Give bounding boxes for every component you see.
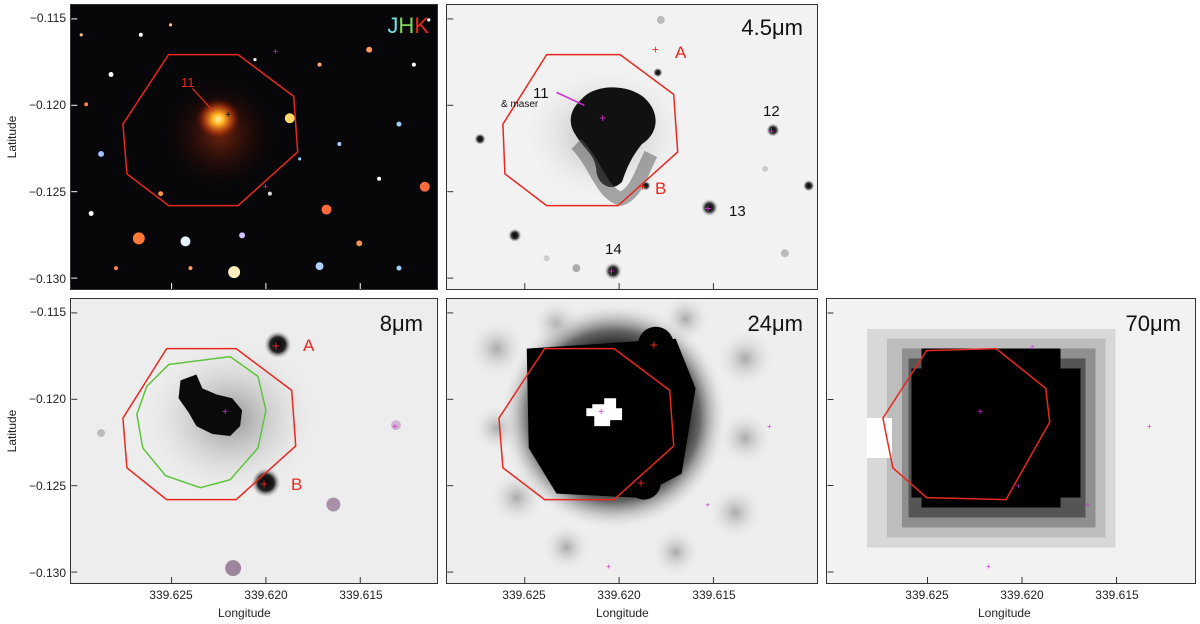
svg-text:+: +: [225, 110, 231, 121]
source-13-label: 13: [729, 203, 746, 220]
xlabel-70um: Longitude: [978, 606, 1031, 620]
xtick-24um-3: 339.615: [692, 588, 736, 602]
panel-8um: + + + + 8μm A B: [70, 298, 438, 584]
svg-text:+: +: [1085, 501, 1090, 510]
image-70um: + + + + + +: [827, 299, 1195, 583]
xtick-24um-2: 339.620: [597, 588, 641, 602]
source-11-label: 11: [533, 85, 549, 102]
ylabel-bottom: Latitude: [5, 409, 19, 453]
svg-text:+: +: [704, 202, 711, 216]
xlabel-8um: Longitude: [218, 606, 271, 620]
star-field: [79, 18, 431, 279]
xtick-8um-1: 339.625: [149, 588, 193, 602]
svg-text:+: +: [767, 422, 772, 431]
image-24um: + + + + + +: [447, 299, 817, 583]
ytick-top-1: −0.115: [29, 11, 66, 25]
panel-70um: + + + + + + 70μm: [826, 298, 1196, 584]
field-hexagon: [502, 53, 679, 207]
source-14-label: 14: [605, 241, 622, 258]
svg-text:+: +: [598, 407, 604, 418]
svg-text:+: +: [705, 501, 710, 510]
svg-text:+: +: [599, 111, 606, 125]
label-a: A: [303, 336, 315, 355]
xtick-8um-2: 339.620: [244, 588, 288, 602]
jhk-image: + + +: [71, 5, 437, 289]
panel-title-24um: 24μm: [747, 311, 803, 336]
svg-text:+: +: [986, 562, 991, 571]
title-k: K: [414, 13, 429, 38]
xtick-70um-3: 339.615: [1095, 588, 1139, 602]
svg-text:+: +: [608, 264, 615, 278]
panel-title-8um: 8μm: [379, 311, 423, 336]
svg-text:+: +: [272, 338, 280, 354]
svg-text:+: +: [650, 337, 658, 353]
svg-text:+: +: [263, 182, 268, 192]
xtick-24um-1: 339.625: [502, 588, 546, 602]
label-b: B: [291, 475, 303, 494]
svg-text:+: +: [273, 47, 278, 57]
svg-text:+: +: [1030, 343, 1035, 352]
ytick-bottom-4: −0.130: [28, 566, 66, 580]
svg-text:+: +: [637, 475, 645, 491]
panel-title-4-5um: 4.5μm: [741, 15, 803, 40]
svg-text:+: +: [639, 180, 646, 194]
xtick-70um-1: 339.625: [905, 588, 949, 602]
source-11-label: 11: [181, 75, 195, 90]
svg-text:+: +: [222, 407, 228, 418]
svg-text:+: +: [392, 422, 398, 433]
label-b: B: [655, 179, 667, 198]
source-12-label: 12: [763, 103, 780, 120]
panel-4-5um: + + + + + + 4.5μm A B 11 & maser 12 13 1…: [446, 4, 818, 290]
panel-title-jhk: JHK: [387, 13, 429, 39]
ytick-top-4: −0.130: [28, 272, 66, 286]
ytick-top-3: −0.125: [28, 185, 66, 199]
svg-text:+: +: [652, 43, 659, 57]
image-8um: + + + +: [71, 299, 437, 583]
maser-label: & maser: [501, 99, 539, 110]
ytick-bottom-1: −0.115: [29, 305, 66, 319]
ytick-top-2: −0.120: [28, 98, 66, 112]
svg-text:+: +: [606, 562, 611, 571]
title-h: H: [398, 13, 415, 38]
panel-title-70um: 70μm: [1125, 311, 1181, 336]
xlabel-24um: Longitude: [596, 606, 649, 620]
field-hexagon: [498, 347, 675, 501]
field-hexagon: [122, 347, 297, 501]
field-hexagon: [882, 347, 1051, 501]
svg-text:+: +: [977, 407, 983, 418]
xtick-8um-3: 339.615: [339, 588, 383, 602]
xtick-70um-2: 339.620: [1000, 588, 1044, 602]
green-contour: [136, 355, 267, 489]
ylabel-top: Latitude: [5, 115, 19, 159]
svg-text:+: +: [768, 124, 775, 138]
panel-24um: + + + + + + 24μm: [446, 298, 818, 584]
ytick-bottom-3: −0.125: [28, 479, 66, 493]
saturated-core: [586, 398, 623, 427]
image-4-5um: + + + + + +: [447, 5, 817, 289]
svg-text:+: +: [1016, 482, 1021, 491]
svg-text:+: +: [1147, 422, 1152, 431]
svg-text:+: +: [260, 476, 268, 492]
label-a: A: [675, 43, 687, 62]
title-j: J: [387, 13, 399, 38]
ytick-bottom-2: −0.120: [28, 392, 66, 406]
field-hexagon: [122, 53, 299, 207]
panel-jhk: + + + 11 JHK: [70, 4, 438, 290]
